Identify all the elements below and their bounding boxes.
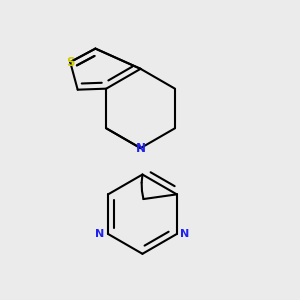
Text: S: S [66,56,74,69]
Text: N: N [136,142,146,155]
Text: N: N [181,229,190,239]
Text: N: N [95,229,104,239]
